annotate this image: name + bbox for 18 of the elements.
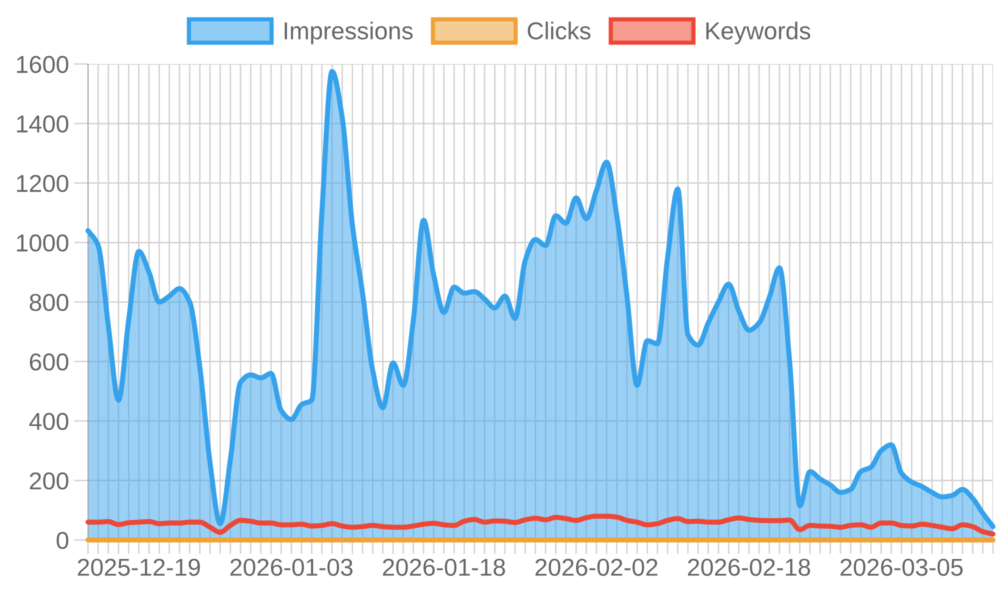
x-tick-label: 2026-02-02 bbox=[535, 558, 658, 576]
x-tick-label: 2026-01-03 bbox=[230, 558, 352, 576]
y-tick-label: 200 bbox=[30, 472, 68, 490]
legend-label: Impressions bbox=[284, 22, 413, 44]
x-tick-label: 2026-03-05 bbox=[840, 558, 963, 576]
x-tick-label: 2026-01-18 bbox=[382, 558, 506, 576]
y-tick-label: 400 bbox=[29, 412, 68, 430]
y-tick-label: 600 bbox=[30, 353, 68, 371]
x-tick-label: 2026-02-18 bbox=[688, 558, 810, 576]
y-tick-label: 1600 bbox=[17, 56, 68, 74]
y-tick-label: 1000 bbox=[17, 234, 68, 252]
y-tick-label: 1400 bbox=[17, 115, 68, 133]
legend-label: Clicks bbox=[528, 22, 590, 40]
y-tick-label: 800 bbox=[30, 294, 68, 312]
y-tick-label: 0 bbox=[56, 532, 68, 550]
y-tick-label: 1200 bbox=[17, 174, 68, 192]
x-tick-label: 2025-12-19 bbox=[78, 558, 200, 576]
legend-label: Keywords bbox=[706, 22, 810, 44]
